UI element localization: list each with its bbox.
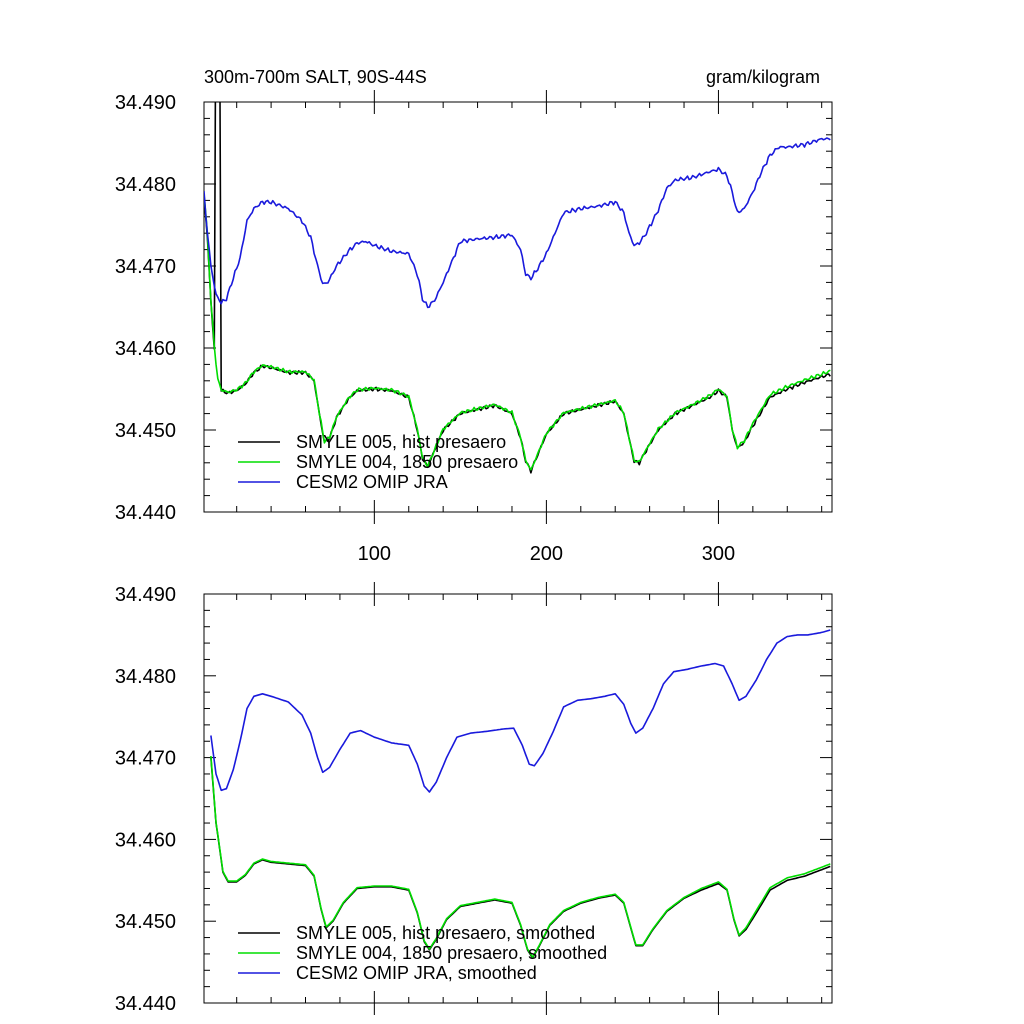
legend-label-3: CESM2 OMIP JRA, smoothed: [296, 963, 537, 983]
y-tick-label: 34.470: [115, 748, 176, 770]
y-tick-label: 34.490: [115, 584, 176, 606]
chart-title: 300m-700m SALT, 90S-44S: [204, 67, 427, 87]
y-tick-label: 34.450: [115, 420, 176, 442]
y-tick-label: 34.440: [115, 993, 176, 1015]
series-line-3: [204, 137, 831, 309]
x-tick-label: 300: [702, 543, 735, 565]
legend-label-1: SMYLE 005, hist presaero, smoothed: [296, 923, 595, 943]
plot-frame: [203, 593, 833, 1004]
series-line-2: [204, 194, 831, 471]
legend-label-3: CESM2 OMIP JRA: [296, 472, 448, 492]
plot-frame: [203, 101, 833, 513]
legend-label-2: SMYLE 004, 1850 presaero: [296, 452, 518, 472]
bottom-panel: 34.440 34.450 34.460 34.470 34.480 34.490 SMYL…: [115, 582, 833, 1015]
y-tick-label: 34.460: [115, 829, 176, 851]
y-tick-label: 34.460: [115, 338, 176, 360]
y-tick-label: 34.490: [115, 92, 176, 114]
chart-units-label: gram/kilogram: [706, 67, 820, 87]
x-tick-label: 100: [358, 543, 391, 565]
y-tick-label: 34.480: [115, 666, 176, 688]
legend-label-2: SMYLE 004, 1850 presaero, smoothed: [296, 943, 607, 963]
y-tick-label: 34.480: [115, 174, 176, 196]
top-panel: 34.440 34.450 34.460 34.470 34.480 34.490 100 2…: [115, 90, 833, 565]
x-tick-label: 200: [530, 543, 563, 565]
legend-label-1: SMYLE 005, hist presaero: [296, 432, 506, 452]
series-line-3: [210, 629, 831, 793]
y-tick-label: 34.440: [115, 502, 176, 524]
series-line-2: [210, 755, 831, 958]
y-tick-label: 34.450: [115, 911, 176, 933]
y-tick-label: 34.470: [115, 256, 176, 278]
